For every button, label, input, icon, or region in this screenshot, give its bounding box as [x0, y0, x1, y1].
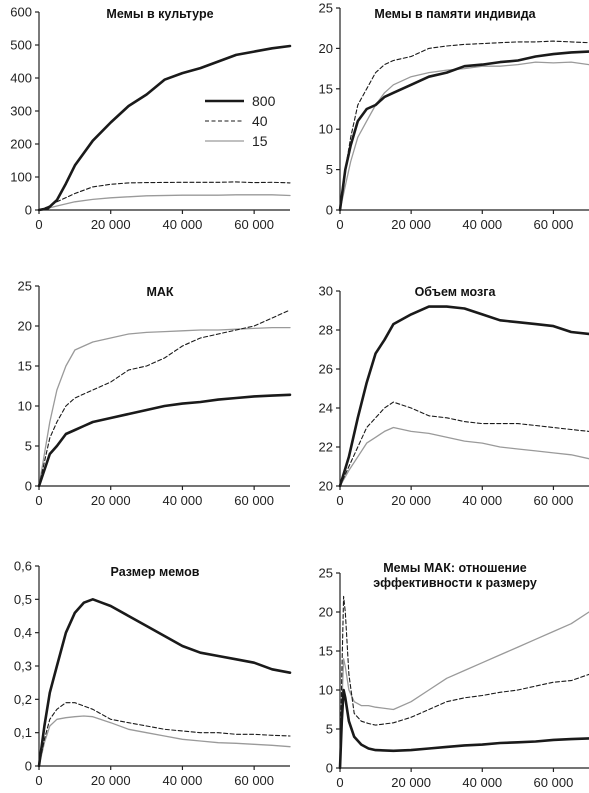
y-tick-label: 30: [319, 284, 333, 299]
x-tick-label: 20 000: [391, 217, 431, 232]
y-tick-label: 500: [10, 38, 32, 53]
y-tick-label: 28: [319, 323, 333, 338]
legend-label: 40: [252, 113, 268, 129]
series-line-800: [37, 598, 292, 768]
x-tick-label: 60 000: [534, 775, 574, 790]
chart-panel-2: 0 5 10 15 20 25 0 20 000 40 000 60 000 Мемы в памя…: [319, 1, 589, 232]
y-tick-label: 0,6: [14, 559, 32, 574]
x-tick-label: 0: [336, 493, 343, 508]
chart-panel-3: 0 5 10 15 20 25 0 20 000 40 000 60 000 МАК: [18, 279, 292, 508]
x-tick-label: 0: [35, 493, 42, 508]
series-line-800: [37, 393, 292, 488]
y-tick-label: 25: [319, 1, 333, 16]
x-tick-label: 60 000: [534, 493, 574, 508]
chart-panel-1: 0 100 200 300 400 500 600 0 20 000 40 000 60 000 Ме…: [10, 5, 292, 232]
x-tick-label: 60 000: [534, 217, 574, 232]
x-tick-label: 20 000: [91, 217, 131, 232]
y-tick-label: 0,5: [14, 592, 32, 607]
x-tick-label: 40 000: [462, 493, 502, 508]
y-tick-label: 15: [18, 359, 32, 374]
x-tick-label: 20 000: [91, 493, 131, 508]
y-tick-label: 300: [10, 104, 32, 119]
y-tick-label: 0,1: [14, 725, 32, 740]
y-tick-label: 0: [326, 203, 333, 218]
y-tick-label: 10: [319, 122, 333, 137]
x-tick-label: 40 000: [163, 493, 203, 508]
chart-panel-4: 20 22 24 26 28 30 0 20 000 40 000 60 000 Объем моз…: [319, 284, 589, 508]
y-tick-label: 100: [10, 170, 32, 185]
y-tick-label: 0: [25, 479, 32, 494]
chart-panel-6: 0 5 10 15 20 25 0 20 000 40 000 60 000 Мемы МАК: о…: [319, 561, 589, 790]
x-tick-label: 20 000: [391, 775, 431, 790]
y-tick-label: 26: [319, 362, 333, 377]
x-tick-label: 60 000: [234, 217, 274, 232]
y-tick-label: 0: [25, 203, 32, 218]
x-tick-label: 60 000: [234, 773, 274, 788]
x-tick-label: 40 000: [462, 217, 502, 232]
y-tick-label: 0,2: [14, 692, 32, 707]
x-tick-label: 60 000: [234, 493, 274, 508]
y-tick-label: 0,3: [14, 659, 32, 674]
legend: 800 40 15: [205, 93, 276, 149]
y-tick-label: 24: [319, 401, 333, 416]
series-line-40: [38, 181, 291, 211]
chart-title: Мемы в памяти индивида: [374, 7, 536, 21]
series-line-800: [338, 50, 589, 212]
x-tick-label: 40 000: [462, 775, 502, 790]
series-line-40: [339, 401, 589, 487]
series-line-800: [338, 305, 589, 488]
y-tick-label: 20: [319, 479, 333, 494]
legend-label: 800: [252, 93, 276, 109]
legend-label: 15: [252, 133, 268, 149]
series-line-15: [38, 194, 291, 211]
y-tick-label: 200: [10, 137, 32, 152]
y-tick-label: 0: [25, 759, 32, 774]
x-tick-label: 0: [35, 217, 42, 232]
y-tick-label: 5: [326, 162, 333, 177]
chart-title-line: эффективности к размеру: [373, 576, 537, 590]
y-tick-label: 25: [319, 566, 333, 581]
series-line-15: [38, 326, 291, 487]
chart-title: МАК: [146, 285, 173, 299]
y-tick-label: 0: [326, 761, 333, 776]
chart-title: Размер мемов: [111, 565, 200, 579]
series-line-40: [38, 309, 291, 487]
chart-title: Мемы МАК: отношение эффективности к разме…: [373, 561, 537, 590]
y-tick-label: 5: [25, 439, 32, 454]
y-tick-label: 15: [319, 81, 333, 96]
x-tick-label: 0: [336, 775, 343, 790]
series-line-40: [38, 702, 291, 767]
x-tick-label: 20 000: [91, 773, 131, 788]
y-tick-label: 5: [326, 722, 333, 737]
x-tick-label: 20 000: [391, 493, 431, 508]
y-tick-label: 10: [18, 399, 32, 414]
chart-title-line: Мемы МАК: отношение: [383, 561, 527, 575]
series-line-15: [339, 611, 589, 769]
x-tick-label: 0: [35, 773, 42, 788]
chart-title: Мемы в культуре: [106, 7, 213, 21]
series-line-40: [339, 40, 589, 211]
y-tick-label: 25: [18, 279, 32, 294]
series-line-15: [38, 715, 291, 767]
y-tick-label: 22: [319, 440, 333, 455]
y-tick-label: 20: [319, 605, 333, 620]
y-tick-label: 10: [319, 683, 333, 698]
chart-title: Объем мозга: [415, 285, 497, 299]
series-line-15: [339, 426, 589, 487]
x-tick-label: 0: [336, 217, 343, 232]
series-line-15: [339, 61, 589, 211]
x-tick-label: 40 000: [163, 773, 203, 788]
x-tick-label: 40 000: [163, 217, 203, 232]
chart-panel-5: 0 0,1 0,2 0,3 0,4 0,5 0,6 0 20 000 40 000 60 000 Ра…: [14, 559, 292, 788]
y-tick-label: 20: [18, 319, 32, 334]
y-tick-label: 15: [319, 644, 333, 659]
y-tick-label: 0,4: [14, 625, 32, 640]
y-tick-label: 400: [10, 71, 32, 86]
series-line-800: [338, 688, 589, 770]
y-tick-label: 20: [319, 41, 333, 56]
series-line-800: [37, 44, 292, 212]
series-line-40: [339, 595, 589, 769]
y-tick-label: 600: [10, 5, 32, 20]
